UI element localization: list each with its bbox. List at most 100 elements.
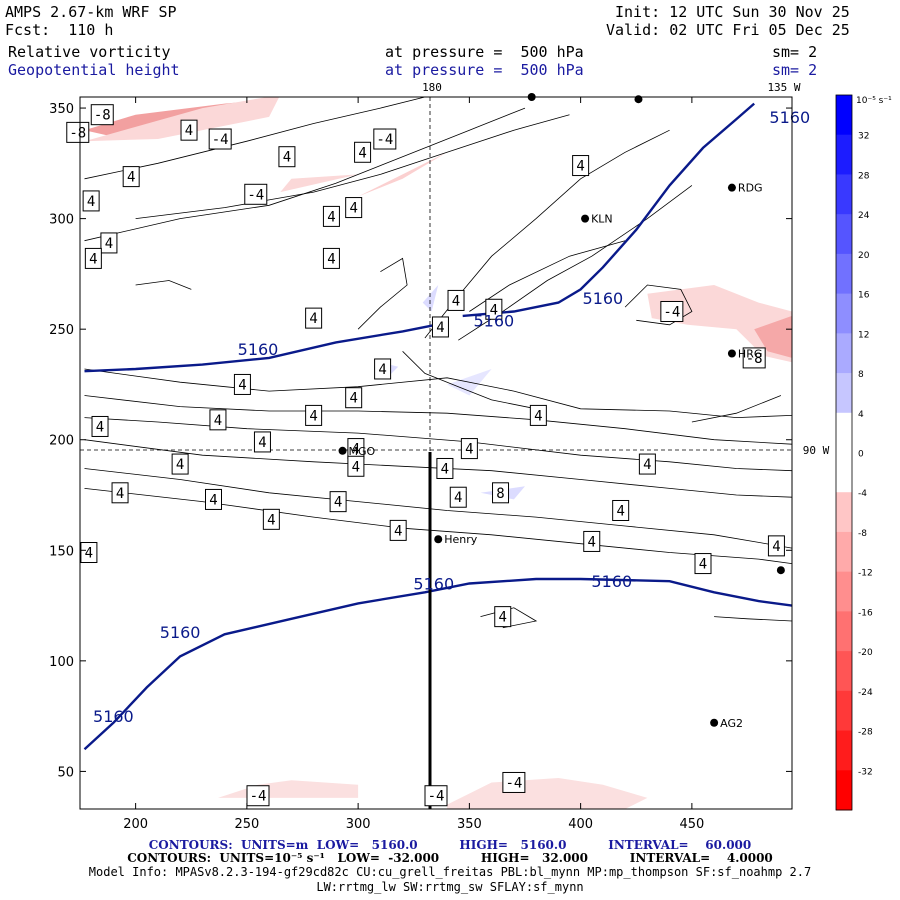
vort-label: 4 (209, 409, 227, 431)
vorticity-contour-info: CONTOURS: UNITS=10⁻⁵ s⁻¹ LOW= -32.000 HI… (127, 851, 773, 865)
colorbar-segment (836, 651, 852, 692)
vort-label-text: 4 (327, 251, 335, 267)
vort-label-box (80, 542, 98, 564)
vort-contour-6 (135, 114, 570, 219)
vort-label: -4 (246, 785, 270, 807)
vort-label: 4 (305, 404, 323, 426)
vort-label-text: 4 (105, 236, 113, 252)
colorbar-tick-label: -16 (858, 608, 873, 618)
colorbar-tick-label: 32 (858, 132, 869, 142)
forecast-hour: Fcst: 110 h (5, 21, 114, 39)
vort-label: -4 (502, 771, 526, 793)
vort-label-box (305, 404, 323, 426)
vort-contour-18 (714, 616, 792, 622)
colorbar-frame (835, 94, 853, 811)
vort-label-text: 4 (309, 311, 317, 327)
vort-label-text: 4 (454, 490, 462, 506)
station-label: AG2 (720, 717, 743, 730)
station-marker (634, 95, 643, 104)
reference-lines (80, 97, 792, 809)
vort-label: -4 (373, 128, 397, 150)
vort-label-box (485, 298, 503, 320)
station-label: Henry (444, 533, 478, 546)
vort-label-box (502, 771, 526, 793)
vort-contour-3 (84, 488, 792, 564)
vort-label-box (354, 141, 372, 163)
vort-label-text: -4 (212, 132, 229, 148)
vort-label-box (205, 488, 222, 510)
vort-label-text: 4 (436, 320, 444, 336)
vort-label-box (424, 785, 448, 807)
vort-label-box (694, 553, 712, 575)
vort-contour-7 (84, 107, 526, 242)
x-tick-label: 250 (234, 817, 259, 832)
colorbar-tick-label: 0 (858, 450, 864, 460)
vort-contour-11 (469, 240, 626, 312)
vort-contour-15 (357, 257, 408, 330)
vort-label: 4 (767, 535, 785, 557)
vort-label-text: 4 (89, 251, 97, 267)
vort-label: 4 (436, 457, 454, 479)
shade-blob-6 (422, 285, 439, 312)
valid-time: Valid: 02 UTC Fri 05 Dec 25 (606, 21, 850, 39)
height-label: 5160 (238, 340, 279, 359)
vort-label: -8 (66, 121, 90, 143)
station-label: HRG (738, 347, 762, 360)
vort-label: 4 (91, 415, 109, 437)
vort-label: 4 (431, 316, 449, 338)
vort-contour-5 (84, 368, 792, 419)
colorbar-segment (836, 531, 852, 573)
vort-label-text: -4 (247, 187, 264, 203)
vort-label-box (583, 530, 601, 552)
vort-label-text: 4 (258, 435, 266, 451)
station-marker (776, 566, 785, 575)
vort-label-box (373, 128, 397, 150)
model-physics: LW:rrtmg_lw SW:rrtmg_sw SFLAY:sf_mynn (316, 880, 584, 894)
vort-contour-2 (84, 468, 792, 549)
lon-135w-label: 135 W (767, 81, 800, 94)
vort-label-box (253, 431, 271, 453)
vort-label-box (347, 455, 365, 477)
vort-label-box (209, 409, 227, 431)
vort-label: -4 (424, 785, 448, 807)
vort-label-box (278, 146, 296, 168)
vort-label: 4 (122, 166, 140, 188)
station-marker (434, 535, 443, 544)
vort-label: 4 (205, 488, 222, 510)
vort-contour-14 (624, 284, 693, 326)
station-marker (338, 446, 347, 455)
vort-label-text: 4 (490, 302, 498, 318)
colorbar-segment (836, 452, 852, 493)
vort-label: 4 (278, 146, 296, 168)
y-tick-label: 250 (49, 323, 74, 338)
vort-label: 4 (329, 491, 347, 513)
colorbar-segment (836, 611, 852, 652)
vort-label-box (431, 316, 449, 338)
colorbar-tick-label: 8 (858, 370, 864, 380)
field1-smoothing: sm= 2 (772, 43, 818, 61)
vort-label-box (638, 453, 656, 475)
x-tick-label: 300 (346, 817, 371, 832)
vort-contour-16 (135, 280, 192, 290)
vort-label: 4 (233, 373, 251, 395)
field2-smoothing: sm= 2 (772, 61, 818, 79)
model-title: AMPS 2.67-km WRF SP (5, 3, 177, 21)
vort-label: -4 (660, 300, 684, 322)
vort-label-box (84, 247, 102, 269)
vort-label-text: 4 (238, 377, 246, 393)
vort-label-text: 4 (176, 457, 184, 473)
vort-label-box (100, 232, 118, 254)
vort-label-text: 4 (214, 413, 222, 429)
vort-label-text: -4 (376, 132, 393, 148)
vort-label-text: -8 (746, 351, 763, 367)
height-label: 5160 (473, 311, 514, 330)
colorbar-segment (836, 253, 852, 295)
vort-label-text: 4 (772, 539, 780, 555)
station-marker (581, 214, 590, 223)
vort-label-text: -4 (428, 789, 445, 805)
vort-label: -8 (90, 104, 114, 126)
colorbar-segment (836, 134, 852, 175)
y-tick-label: 100 (49, 655, 74, 670)
